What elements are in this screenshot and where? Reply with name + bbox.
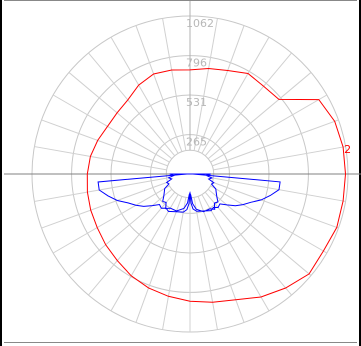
grid-spoke: [201, 194, 270, 312]
grid-spoke: [193, 18, 218, 151]
grid-spoke: [68, 188, 173, 276]
grid-spoke: [41, 181, 168, 229]
grid-spoke: [135, 196, 183, 323]
grid-spoke: [162, 18, 187, 151]
grid-spoke: [210, 185, 328, 254]
grid-spoke: [110, 194, 179, 312]
radial-tick-label: 531: [186, 96, 207, 109]
grid-spoke: [34, 177, 167, 202]
series-layer: [86, 67, 347, 303]
series-2-line: [86, 67, 347, 303]
radial-tick-label: 265: [186, 136, 207, 149]
grid-spoke: [204, 191, 292, 296]
grid-spoke: [52, 185, 170, 254]
grid-spoke: [210, 94, 328, 163]
grid-spoke: [212, 181, 339, 229]
grid-spoke: [110, 36, 179, 154]
grid-spoke: [213, 146, 346, 171]
grid-spoke: [201, 36, 270, 154]
grid-spoke: [204, 52, 292, 157]
grid-spoke: [41, 119, 168, 167]
grid-spoke: [207, 188, 312, 276]
bottom-rule: [4, 342, 357, 343]
radial-tick-label: 1062: [186, 17, 214, 30]
grid-spoke: [34, 146, 167, 171]
grid-spoke: [135, 25, 183, 152]
series-blue-line: [97, 173, 281, 213]
grid-spoke: [52, 94, 170, 163]
grid-spoke: [212, 119, 339, 167]
series-label: 2: [344, 143, 351, 156]
grid-spoke: [88, 191, 176, 296]
grid-spoke: [193, 197, 218, 330]
grid-spoke: [88, 52, 176, 157]
grid-spoke: [68, 72, 173, 160]
grid-spoke: [197, 25, 245, 152]
top-rule: [4, 0, 357, 1]
radial-tick-labels: 265 531 796 1062: [186, 17, 214, 149]
radial-tick-label: 796: [186, 57, 207, 70]
grid-spoke: [197, 196, 245, 323]
grid-spoke: [162, 197, 187, 330]
grid-spoke: [207, 72, 312, 160]
